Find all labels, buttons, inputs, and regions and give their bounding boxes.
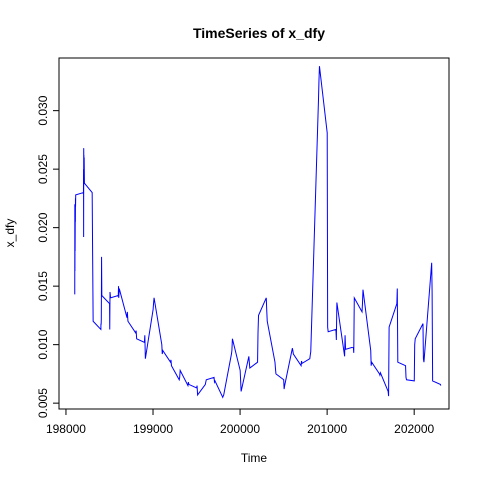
chart-title: TimeSeries of x_dfy (193, 25, 325, 41)
y-tick-label: 0.025 (36, 154, 50, 184)
x-tick-label: 202000 (394, 422, 434, 436)
x-tick-label: 199000 (133, 422, 173, 436)
y-tick-label: 0.020 (36, 212, 50, 242)
plot-frame (58, 57, 450, 410)
y-tick-label: 0.015 (36, 271, 50, 301)
y-axis: 0.005 0.010 0.015 0.020 0.025 0.030 (36, 95, 59, 418)
y-tick-label: 0.005 (36, 388, 50, 418)
data-layer (74, 66, 442, 399)
series-line-0 (74, 66, 442, 399)
x-tick-label: 198000 (46, 422, 86, 436)
y-tick-label: 0.010 (36, 329, 50, 359)
x-axis: 198000 199000 200000 201000 202000 (46, 409, 435, 436)
y-tick-label: 0.030 (36, 95, 50, 125)
x-tick-label: 200000 (220, 422, 260, 436)
x-axis-label: Time (241, 451, 268, 465)
x-tick-label: 201000 (307, 422, 347, 436)
y-axis-label: x_dfy (3, 219, 17, 248)
